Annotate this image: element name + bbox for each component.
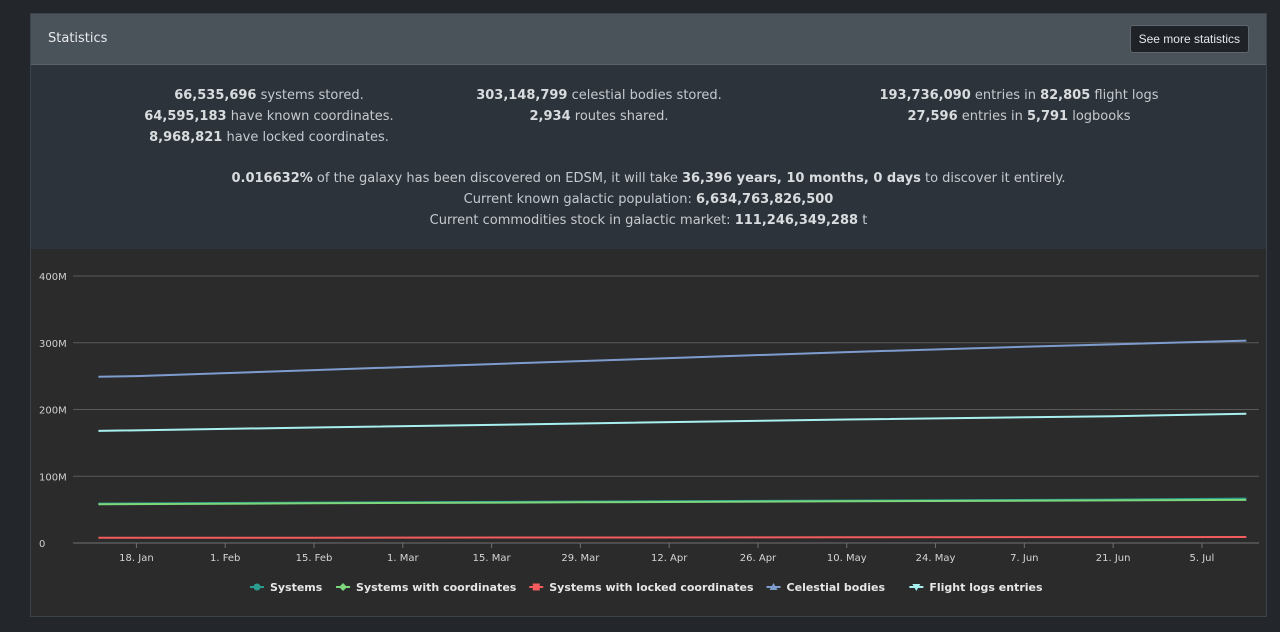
x-tick-label: 10. May [827,553,867,564]
y-tick-label: 300M [39,339,67,350]
x-tick-label: 15. Feb [296,553,333,564]
x-tick-label: 1. Feb [210,553,240,564]
x-tick-label: 5. Jul [1190,553,1215,564]
legend-marker-celestial-bodies [769,583,778,590]
y-tick-label: 0 [39,539,45,550]
commodities-label: Current commodities stock in galactic ma… [429,213,731,228]
flight-logs-text: flight logs [1094,88,1159,103]
statistics-line-chart: 0 100M 200M 300M 400M 18. Jan 1. Feb 15. Feb 1. … [39,272,1259,594]
see-more-statistics-button[interactable]: See more statistics [1129,25,1249,53]
legend-label-systems-with-coordinates: Systems with coordinates [356,581,517,594]
commodities-unit: t [862,213,868,228]
statistics-panel: Statistics See more statistics 66,535,69… [30,13,1267,617]
discovery-line: 0.016632% of the galaxy has been discove… [31,168,1266,189]
stats-summary: 66,535,696 systems stored. 64,595,183 ha… [31,65,1266,249]
flight-logs-count: 82,805 [1040,88,1091,103]
legend-marker-systems-with-coordinates [339,583,348,591]
logs-stats: 193,736,090 entries in 82,805 flight log… [849,85,1189,127]
y-tick-label: 100M [39,472,67,483]
known-coordinates-text: have known coordinates. [230,109,394,124]
x-tick-label: 1. Mar [387,553,419,564]
series-line-systems-with-locked-coordinates [98,536,1247,539]
logbooks-count: 5,791 [1026,109,1069,124]
routes-shared-text: routes shared. [574,109,669,124]
discovery-percent: 0.016632% [231,171,313,186]
panel-header: Statistics See more statistics [31,14,1266,65]
legend-label-flight-logs-entries: Flight logs entries [929,581,1043,594]
bodies-stored-value: 303,148,799 [476,88,568,103]
known-coordinates-line: 64,595,183 have known coordinates. [119,106,419,127]
legend-marker-systems-with-locked-coordinates [532,583,540,591]
x-tick-label: 18. Jan [119,553,154,564]
series-line-celestial-bodies [98,339,1247,378]
panel-title: Statistics [48,31,108,46]
locked-coordinates-line: 8,968,821 have locked coordinates. [119,127,419,148]
x-tick-label: 26. Apr [740,553,777,564]
legend-label-systems: Systems [270,581,323,594]
bodies-stored-text: celestial bodies stored. [571,88,722,103]
y-tick-label: 400M [39,272,67,283]
discovery-duration: 36,396 years, 10 months, 0 days [681,171,921,186]
flight-log-entries-value: 193,736,090 [879,88,971,103]
population-label: Current known galactic population: [463,192,692,207]
logbooks-line: 27,596 entries in 5,791 logbooks [849,106,1189,127]
y-tick-label: 200M [39,406,67,417]
legend-marker-flight-logs-entries [912,584,921,591]
locked-coordinates-text: have locked coordinates. [226,130,389,145]
commodities-line: Current commodities stock in galactic ma… [31,210,1266,231]
series-line-flight-logs-entries [98,412,1247,432]
x-tick-label: 29. Mar [561,553,600,564]
routes-shared-value: 2,934 [529,109,571,124]
x-tick-label: 7. Jun [1010,553,1038,564]
legend-marker-systems [253,583,261,591]
x-tick-label: 21. Jun [1096,553,1131,564]
known-coordinates-value: 64,595,183 [144,109,227,124]
chart-area: 0 100M 200M 300M 400M 18. Jan 1. Feb 15. Feb 1. … [31,249,1266,616]
flight-logs-line: 193,736,090 entries in 82,805 flight log… [849,85,1189,106]
systems-stored-line: 66,535,696 systems stored. [119,85,419,106]
x-tick-label: 24. May [916,553,956,564]
systems-stored-value: 66,535,696 [174,88,257,103]
population-line: Current known galactic population: 6,634… [31,189,1266,210]
commodities-value: 111,246,349,288 [734,213,859,228]
legend-label-celestial-bodies: Celestial bodies [787,581,886,594]
logbook-entries-value: 27,596 [907,109,958,124]
discovery-text-1: of the galaxy has been discovered on EDS… [316,171,678,186]
locked-coordinates-value: 8,968,821 [149,130,223,145]
flight-log-entries-mid: entries in [974,88,1036,103]
series-line-systems-with-coordinates [98,498,1247,506]
logbooks-text: logbooks [1072,109,1131,124]
population-value: 6,634,763,826,500 [695,192,834,207]
discovery-text-2: to discover it entirely. [924,171,1066,186]
legend-label-systems-with-locked-coordinates: Systems with locked coordinates [549,581,754,594]
x-tick-label: 12. Apr [651,553,688,564]
routes-shared-line: 2,934 routes shared. [449,106,749,127]
bodies-stats: 303,148,799 celestial bodies stored. 2,9… [449,85,749,127]
x-tick-label: 15. Mar [473,553,512,564]
bodies-stored-line: 303,148,799 celestial bodies stored. [449,85,749,106]
logbook-entries-mid: entries in [961,109,1023,124]
systems-stored-text: systems stored. [260,88,364,103]
systems-stats: 66,535,696 systems stored. 64,595,183 ha… [119,85,419,148]
